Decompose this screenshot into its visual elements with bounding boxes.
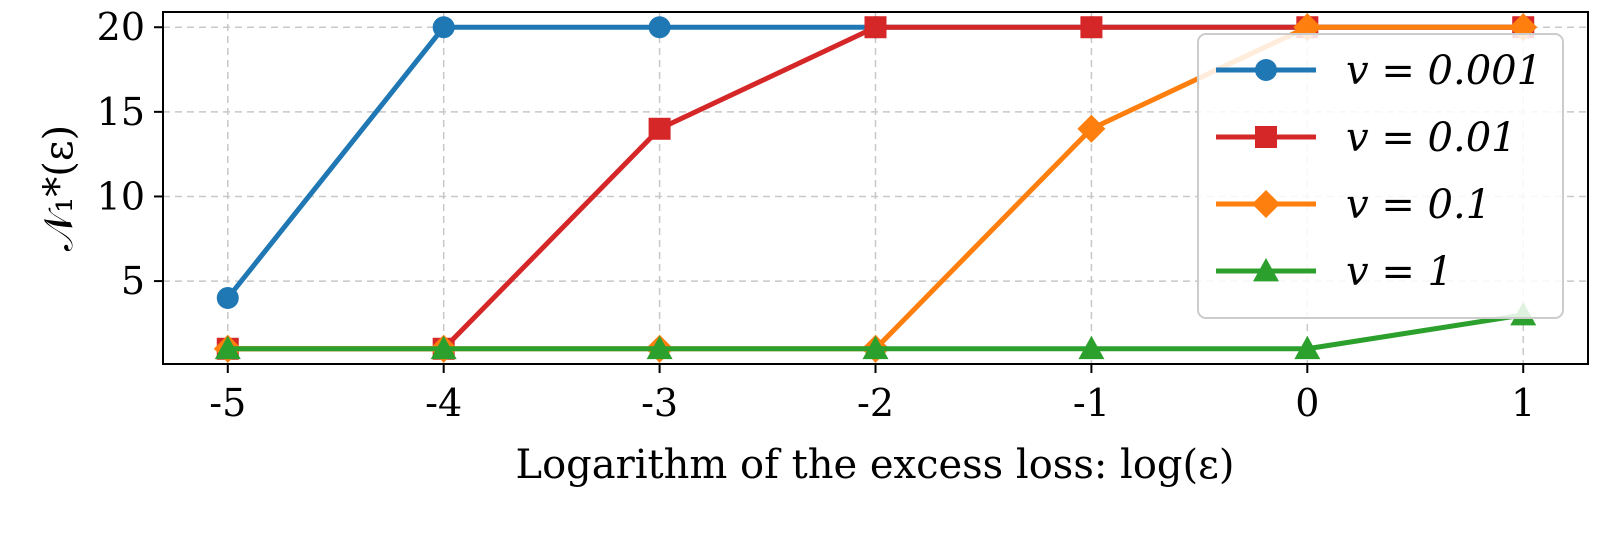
legend-label: v = 1 <box>1346 249 1453 295</box>
data-point <box>1294 335 1321 360</box>
legend-marker <box>1255 126 1277 148</box>
data-point <box>1080 16 1103 39</box>
data-point <box>648 117 671 140</box>
data-point <box>432 16 455 39</box>
legend-item: v = 0.001 <box>1216 48 1542 94</box>
data-point <box>1077 114 1106 143</box>
y-tick-label: 10 <box>97 174 145 218</box>
data-point <box>646 335 673 360</box>
y-axis-label: 𝒩₁*(ε) <box>36 125 82 251</box>
data-point <box>430 335 457 360</box>
legend-marker <box>1252 190 1280 218</box>
y-tick-label: 5 <box>121 259 145 303</box>
legend-marker <box>1255 59 1277 81</box>
x-axis-label: Logarithm of the excess loss: log(ε) <box>516 442 1235 488</box>
data-point <box>214 335 241 360</box>
x-tick-label: -2 <box>857 381 894 425</box>
x-tick-label: 0 <box>1295 381 1319 425</box>
series-3 <box>214 301 1537 360</box>
series-layer <box>213 13 1538 363</box>
x-tick-label: -3 <box>641 381 678 425</box>
x-tick-label: -1 <box>1073 381 1110 425</box>
data-point <box>864 16 887 39</box>
data-point <box>216 287 239 309</box>
y-tick-label: 15 <box>97 90 145 134</box>
legend-item: v = 1 <box>1216 249 1453 295</box>
legend-label: v = 0.1 <box>1346 182 1491 228</box>
data-point <box>1078 335 1105 360</box>
data-point <box>862 335 889 360</box>
legend-label: v = 0.01 <box>1346 115 1517 161</box>
data-point <box>648 16 671 39</box>
legend-marker <box>1253 258 1279 282</box>
legend-item: v = 0.1 <box>1216 182 1491 228</box>
x-tick-label: -4 <box>425 381 462 425</box>
legend-label: v = 0.001 <box>1346 48 1542 94</box>
legend: v = 0.001 v = 0.01 v = 0.1 v = 1 <box>1197 33 1564 319</box>
legend-item: v = 0.01 <box>1216 115 1517 161</box>
y-tick-label: 20 <box>97 5 145 49</box>
x-tick-label: -5 <box>209 381 246 425</box>
legend-box <box>1197 33 1564 319</box>
x-tick-label: 1 <box>1511 381 1535 425</box>
